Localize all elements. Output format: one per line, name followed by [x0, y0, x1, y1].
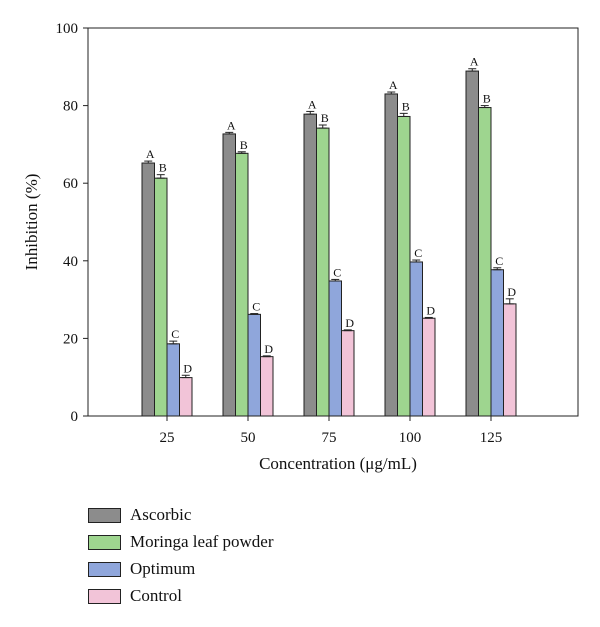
- bar: [478, 107, 492, 417]
- y-tick-label: 0: [71, 409, 79, 425]
- y-tick-label: 40: [63, 254, 78, 270]
- data-label: D: [264, 342, 273, 356]
- legend-item-ascorbic: Ascorbic: [88, 505, 388, 532]
- legend-label-control: Control: [130, 586, 182, 605]
- bar: [341, 330, 355, 417]
- data-label: D: [426, 303, 435, 317]
- y-tick-label: 80: [63, 99, 78, 115]
- data-label: A: [389, 78, 398, 92]
- legend-label-optimum: Optimum: [130, 559, 196, 578]
- data-label: A: [308, 97, 317, 111]
- y-tick-label: 60: [63, 176, 78, 192]
- x-tick-label: 25: [160, 430, 175, 446]
- legend-item-control: Control: [88, 586, 388, 613]
- bar: [247, 313, 261, 417]
- bar: [397, 115, 411, 417]
- x-axis-label: Concentration (μg/mL): [259, 454, 417, 473]
- legend-swatch-ascorbic: [88, 508, 121, 523]
- bar: [260, 356, 274, 417]
- legend: Ascorbic Moringa leaf powder Optimum Con…: [88, 505, 388, 613]
- bar: [235, 152, 249, 417]
- legend-label-ascorbic: Ascorbic: [130, 505, 192, 524]
- x-tick-label: 125: [480, 430, 503, 446]
- data-label: A: [470, 55, 479, 69]
- bar: [409, 261, 423, 417]
- data-label: B: [240, 138, 248, 152]
- bar: [154, 177, 168, 417]
- data-label: C: [333, 265, 341, 279]
- bar: [503, 303, 517, 417]
- data-label: C: [495, 254, 503, 268]
- data-label: B: [159, 161, 167, 175]
- data-label: B: [321, 111, 329, 125]
- data-label: D: [507, 285, 516, 299]
- y-tick-label: 100: [56, 21, 79, 37]
- bar: [179, 377, 193, 417]
- y-tick-label: 20: [63, 331, 78, 347]
- x-tick-label: 75: [322, 430, 337, 446]
- data-label: C: [414, 246, 422, 260]
- bar: [465, 70, 479, 417]
- bar: [422, 317, 436, 417]
- data-label: D: [183, 361, 192, 375]
- data-label: C: [171, 327, 179, 341]
- data-label: A: [146, 147, 155, 161]
- data-label: A: [227, 118, 236, 132]
- x-tick-label: 100: [399, 430, 422, 446]
- bar: [490, 269, 504, 417]
- data-label: D: [345, 316, 354, 330]
- bar: [316, 127, 330, 417]
- legend-label-moringa-leaf-powder: Moringa leaf powder: [130, 532, 274, 551]
- data-label: B: [402, 99, 410, 113]
- bar: [384, 93, 398, 417]
- legend-swatch-optimum: [88, 562, 121, 577]
- bar: [303, 113, 317, 417]
- data-label: B: [483, 92, 491, 106]
- legend-item-moringa-leaf-powder: Moringa leaf powder: [88, 532, 388, 559]
- legend-swatch-moringa-leaf-powder: [88, 535, 121, 550]
- legend-swatch-control: [88, 589, 121, 604]
- plot-area: 02040608010025ABCD50ABCD75ABCD100ABCD125…: [56, 21, 579, 446]
- bar: [141, 162, 155, 417]
- data-label: C: [252, 300, 260, 314]
- bar: [222, 133, 236, 417]
- x-tick-label: 50: [241, 430, 256, 446]
- bar: [328, 280, 342, 417]
- legend-item-optimum: Optimum: [88, 559, 388, 586]
- bar: [166, 343, 180, 417]
- y-axis-label: Inhibition (%): [22, 174, 41, 271]
